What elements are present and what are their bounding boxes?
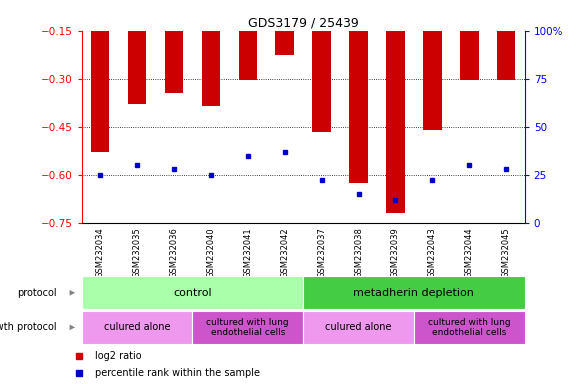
Bar — [386, 31, 405, 213]
Text: percentile rank within the sample: percentile rank within the sample — [95, 368, 260, 379]
Text: metadherin depletion: metadherin depletion — [353, 288, 475, 298]
Text: growth protocol: growth protocol — [0, 322, 57, 333]
Bar — [349, 31, 368, 183]
Bar — [460, 31, 479, 80]
Text: culured alone: culured alone — [325, 322, 392, 333]
Bar — [423, 31, 442, 130]
Bar — [202, 31, 220, 106]
Bar — [312, 31, 331, 132]
Bar — [275, 31, 294, 55]
Text: cultured with lung
endothelial cells: cultured with lung endothelial cells — [206, 318, 289, 337]
Bar — [128, 31, 146, 104]
Text: cultured with lung
endothelial cells: cultured with lung endothelial cells — [428, 318, 511, 337]
Text: log2 ratio: log2 ratio — [95, 351, 142, 361]
Text: protocol: protocol — [17, 288, 57, 298]
Title: GDS3179 / 25439: GDS3179 / 25439 — [248, 17, 359, 30]
Bar — [238, 31, 257, 80]
Bar — [91, 31, 110, 152]
Bar — [497, 31, 515, 80]
Text: control: control — [173, 288, 212, 298]
Text: culured alone: culured alone — [104, 322, 170, 333]
Bar — [164, 31, 183, 93]
